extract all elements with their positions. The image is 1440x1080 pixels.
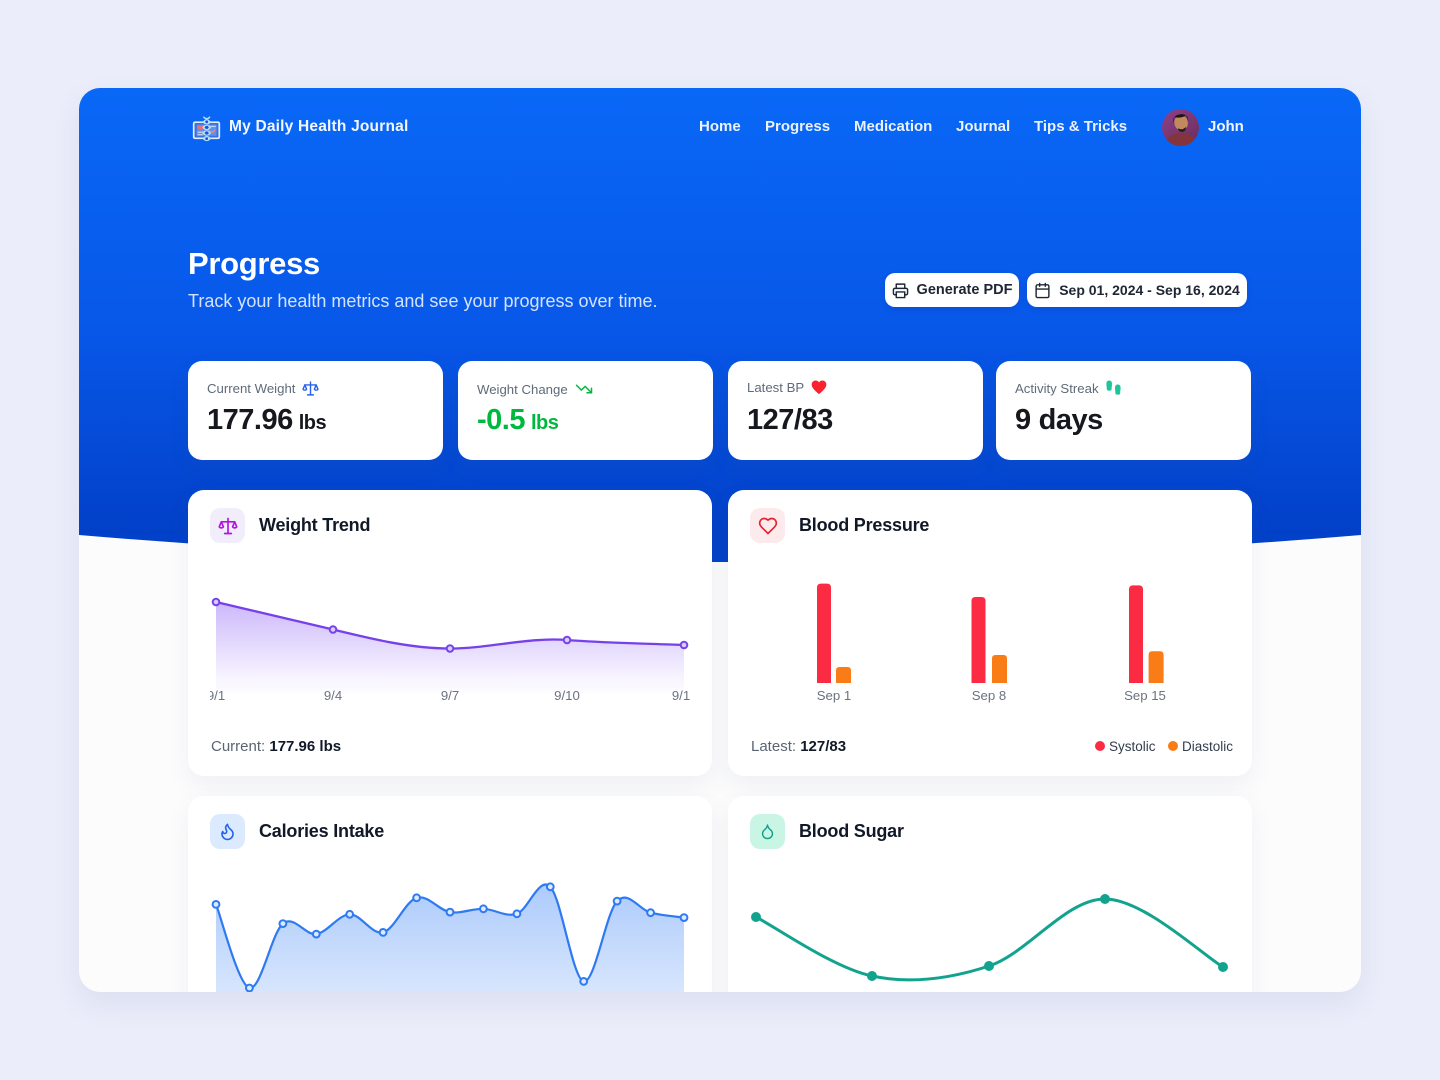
svg-text:Sep 8: Sep 8 [972,688,1006,703]
svg-text:9/1: 9/1 [210,688,225,703]
svg-text:Sep 15: Sep 15 [1124,688,1166,703]
svg-text:Sep 1: Sep 1 [817,688,851,703]
svg-text:9/4: 9/4 [324,688,342,703]
svg-text:9/7: 9/7 [441,688,459,703]
svg-text:9/1: 9/1 [672,688,690,703]
svg-text:9/10: 9/10 [554,688,580,703]
